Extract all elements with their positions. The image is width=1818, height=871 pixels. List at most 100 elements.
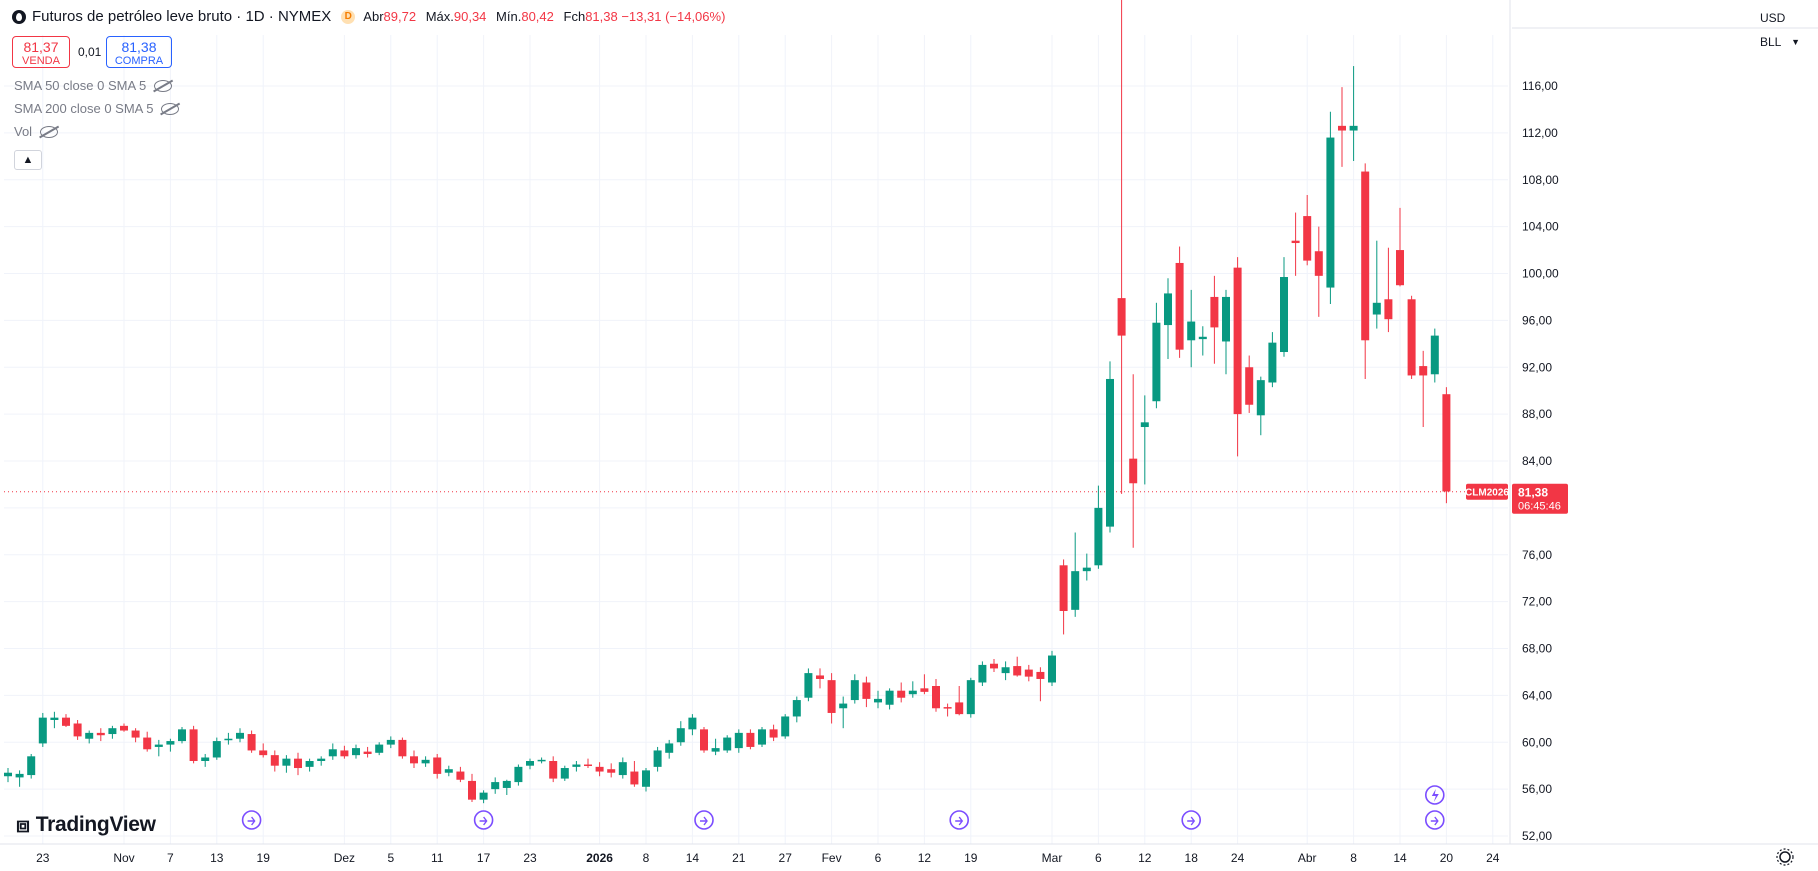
symbol-title[interactable]: Futuros de petróleo leve bruto · 1D · NY… [32,8,332,25]
candle[interactable] [317,756,326,766]
candle[interactable] [1314,226,1323,317]
candle[interactable] [154,739,163,757]
candle[interactable] [537,757,546,764]
candle[interactable] [340,745,349,759]
candle[interactable] [1430,328,1439,383]
candle[interactable] [1082,553,1091,581]
candle[interactable] [1164,278,1172,360]
candle[interactable] [630,761,639,787]
candle[interactable] [4,768,12,783]
candle[interactable] [421,756,430,767]
candle[interactable] [1210,275,1219,364]
candle[interactable] [966,677,975,718]
candle[interactable] [955,686,964,716]
candle[interactable] [363,746,372,758]
candle[interactable] [212,737,221,760]
candle[interactable] [804,668,813,702]
candle[interactable] [38,712,47,747]
candle[interactable] [1396,207,1404,287]
candle[interactable] [862,676,871,708]
candle[interactable] [224,732,233,745]
candle[interactable] [1419,350,1428,428]
dividend-event-icon[interactable] [473,810,494,830]
candle[interactable] [270,750,279,772]
candle[interactable] [294,752,302,776]
candle[interactable] [758,727,766,747]
candle[interactable] [723,735,732,753]
candle[interactable] [885,688,894,710]
candle[interactable] [328,743,337,760]
candle[interactable] [456,766,465,783]
candle[interactable] [839,696,848,729]
candle[interactable] [433,753,442,779]
candle[interactable] [1233,257,1242,457]
candle[interactable] [1326,111,1335,304]
candle[interactable] [1222,289,1230,375]
candle[interactable] [1442,387,1451,504]
candle[interactable] [27,753,36,779]
candle[interactable] [15,770,24,787]
candle[interactable] [607,763,616,778]
candle[interactable] [1140,395,1149,485]
candle[interactable] [1117,0,1126,494]
candle[interactable] [1338,87,1346,167]
candle[interactable] [1384,247,1393,333]
candle[interactable] [943,703,952,717]
eye-hidden-icon[interactable] [161,102,180,115]
candle[interactable] [850,674,859,704]
candle[interactable] [792,696,801,723]
candle[interactable] [560,765,569,781]
candle[interactable] [676,721,685,746]
unit-selector[interactable]: BLL ▼ [1756,32,1804,52]
candle[interactable] [1245,355,1254,413]
candle[interactable] [50,711,59,729]
candle[interactable] [1349,66,1358,161]
eye-hidden-icon[interactable] [154,79,173,92]
candle[interactable] [1361,163,1370,379]
candle[interactable] [1280,257,1288,357]
candle[interactable] [1198,326,1207,356]
candle[interactable] [932,678,940,712]
dividend-event-icon[interactable] [694,810,714,830]
candle[interactable] [769,724,778,742]
candle[interactable] [1024,664,1033,682]
candle[interactable] [143,731,152,752]
candle[interactable] [653,746,662,772]
candle[interactable] [398,737,407,759]
candle[interactable] [352,744,360,759]
candle[interactable] [305,758,314,772]
candle[interactable] [282,755,291,773]
candle[interactable] [1013,656,1022,677]
dividend-event-icon[interactable] [241,810,262,830]
candle[interactable] [108,725,117,739]
candle[interactable] [410,750,418,769]
candle[interactable] [85,730,94,744]
candle[interactable] [1175,246,1184,358]
candle[interactable] [1187,289,1196,368]
candle[interactable] [618,757,627,779]
candle[interactable] [700,727,708,753]
candle[interactable] [688,714,697,736]
candle[interactable] [781,714,790,739]
candle[interactable] [549,756,558,783]
candle[interactable] [990,659,998,672]
candle[interactable] [502,779,511,795]
candle[interactable] [236,728,244,743]
candle[interactable] [1048,650,1056,686]
candle[interactable] [734,729,743,753]
candle[interactable] [247,730,256,753]
candle[interactable] [595,762,604,777]
indicator-sma50[interactable]: SMA 50 close 0 SMA 5 [14,78,173,93]
candle[interactable] [642,768,650,792]
candle[interactable] [514,764,523,786]
candle[interactable] [816,668,824,689]
candle[interactable] [874,690,882,709]
candle[interactable] [827,673,836,724]
collapse-indicators-button[interactable]: ▲ [14,150,42,170]
candle[interactable] [908,681,917,698]
candle[interactable] [897,682,906,703]
candle[interactable] [468,773,476,803]
candle[interactable] [166,738,175,752]
candle[interactable] [189,725,198,764]
candle[interactable] [1291,212,1300,276]
